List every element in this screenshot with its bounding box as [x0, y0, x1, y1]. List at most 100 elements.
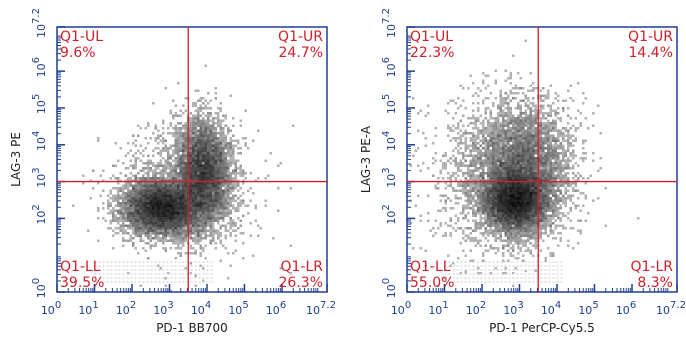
quadrant-name-label: Q1-LR	[630, 259, 673, 275]
density-cell	[502, 192, 505, 195]
density-cell	[439, 209, 442, 212]
density-cell	[517, 129, 520, 132]
density-cell	[222, 164, 225, 167]
density-cell	[212, 157, 215, 160]
density-cell	[169, 209, 172, 212]
density-cell	[572, 124, 575, 127]
density-cell	[154, 224, 157, 227]
density-cell	[494, 177, 497, 180]
density-cell	[532, 222, 535, 225]
density-cell	[487, 157, 490, 160]
density-cell	[149, 194, 152, 197]
density-cell	[549, 162, 552, 165]
density-cell	[147, 169, 150, 172]
density-cell	[509, 107, 512, 110]
density-cell	[579, 229, 582, 232]
density-cell	[552, 214, 555, 217]
density-cell	[182, 242, 185, 245]
density-cell	[447, 197, 450, 200]
density-cell	[527, 192, 530, 195]
density-cell	[527, 202, 530, 205]
density-cell	[499, 222, 502, 225]
density-cell	[142, 167, 145, 170]
density-cell	[214, 157, 217, 160]
density-cell	[509, 224, 512, 227]
density-cell	[197, 122, 200, 125]
density-cell	[529, 194, 532, 197]
density-cell	[502, 222, 505, 225]
density-cell	[534, 157, 537, 160]
density-cell	[542, 99, 545, 102]
density-cell	[129, 207, 132, 210]
density-cell	[484, 199, 487, 202]
density-cell	[174, 242, 177, 245]
density-cell	[552, 252, 555, 255]
density-cell	[487, 174, 490, 177]
density-cell	[562, 164, 565, 167]
density-cell	[522, 112, 525, 115]
density-cell	[114, 142, 117, 145]
density-cell	[507, 149, 510, 152]
density-cell	[229, 227, 232, 230]
density-cell	[484, 149, 487, 152]
density-cell	[139, 229, 142, 232]
density-cell	[164, 199, 167, 202]
density-cell	[544, 129, 547, 132]
density-cell	[552, 222, 555, 225]
density-cell	[532, 244, 535, 247]
density-cell	[167, 152, 170, 155]
density-cell	[209, 242, 212, 245]
density-cell	[197, 134, 200, 137]
density-cell	[539, 157, 542, 160]
density-cell	[457, 182, 460, 185]
density-cell	[579, 219, 582, 222]
quadrant-percent-label: 14.4%	[629, 45, 673, 61]
density-cell	[469, 152, 472, 155]
density-cell	[517, 107, 520, 110]
density-cell	[529, 107, 532, 110]
density-cell	[214, 169, 217, 172]
density-cell	[144, 189, 147, 192]
density-cell	[574, 179, 577, 182]
density-cell	[157, 187, 160, 190]
density-cell	[534, 219, 537, 222]
density-cell	[522, 127, 525, 130]
density-cell	[157, 214, 160, 217]
density-cell	[212, 177, 215, 180]
density-cell	[502, 154, 505, 157]
density-cell	[494, 247, 497, 250]
density-cell	[144, 202, 147, 205]
density-cell	[162, 182, 165, 185]
density-cell	[199, 222, 202, 225]
density-cell	[147, 159, 150, 162]
density-cell	[487, 199, 490, 202]
density-cell	[567, 172, 570, 175]
density-cell	[479, 224, 482, 227]
density-cell	[524, 39, 527, 42]
density-cell	[162, 157, 165, 160]
density-cell	[192, 154, 195, 157]
density-cell	[467, 147, 470, 150]
density-cell	[154, 237, 157, 240]
density-cell	[534, 209, 537, 212]
density-cell	[182, 172, 185, 175]
density-cell	[127, 224, 130, 227]
density-cell	[559, 204, 562, 207]
density-cell	[504, 112, 507, 115]
density-cell	[494, 117, 497, 120]
density-cell	[174, 139, 177, 142]
density-cell	[494, 174, 497, 177]
density-cell	[514, 234, 517, 237]
density-cell	[472, 212, 475, 215]
density-cell	[224, 139, 227, 142]
density-cell	[507, 242, 510, 245]
density-cell	[522, 129, 525, 132]
density-cell	[527, 124, 530, 127]
density-cell	[459, 152, 462, 155]
density-cell	[214, 204, 217, 207]
density-cell	[172, 214, 175, 217]
density-cell	[154, 197, 157, 200]
density-cell	[547, 217, 550, 220]
density-cell	[502, 244, 505, 247]
density-cell	[564, 154, 567, 157]
